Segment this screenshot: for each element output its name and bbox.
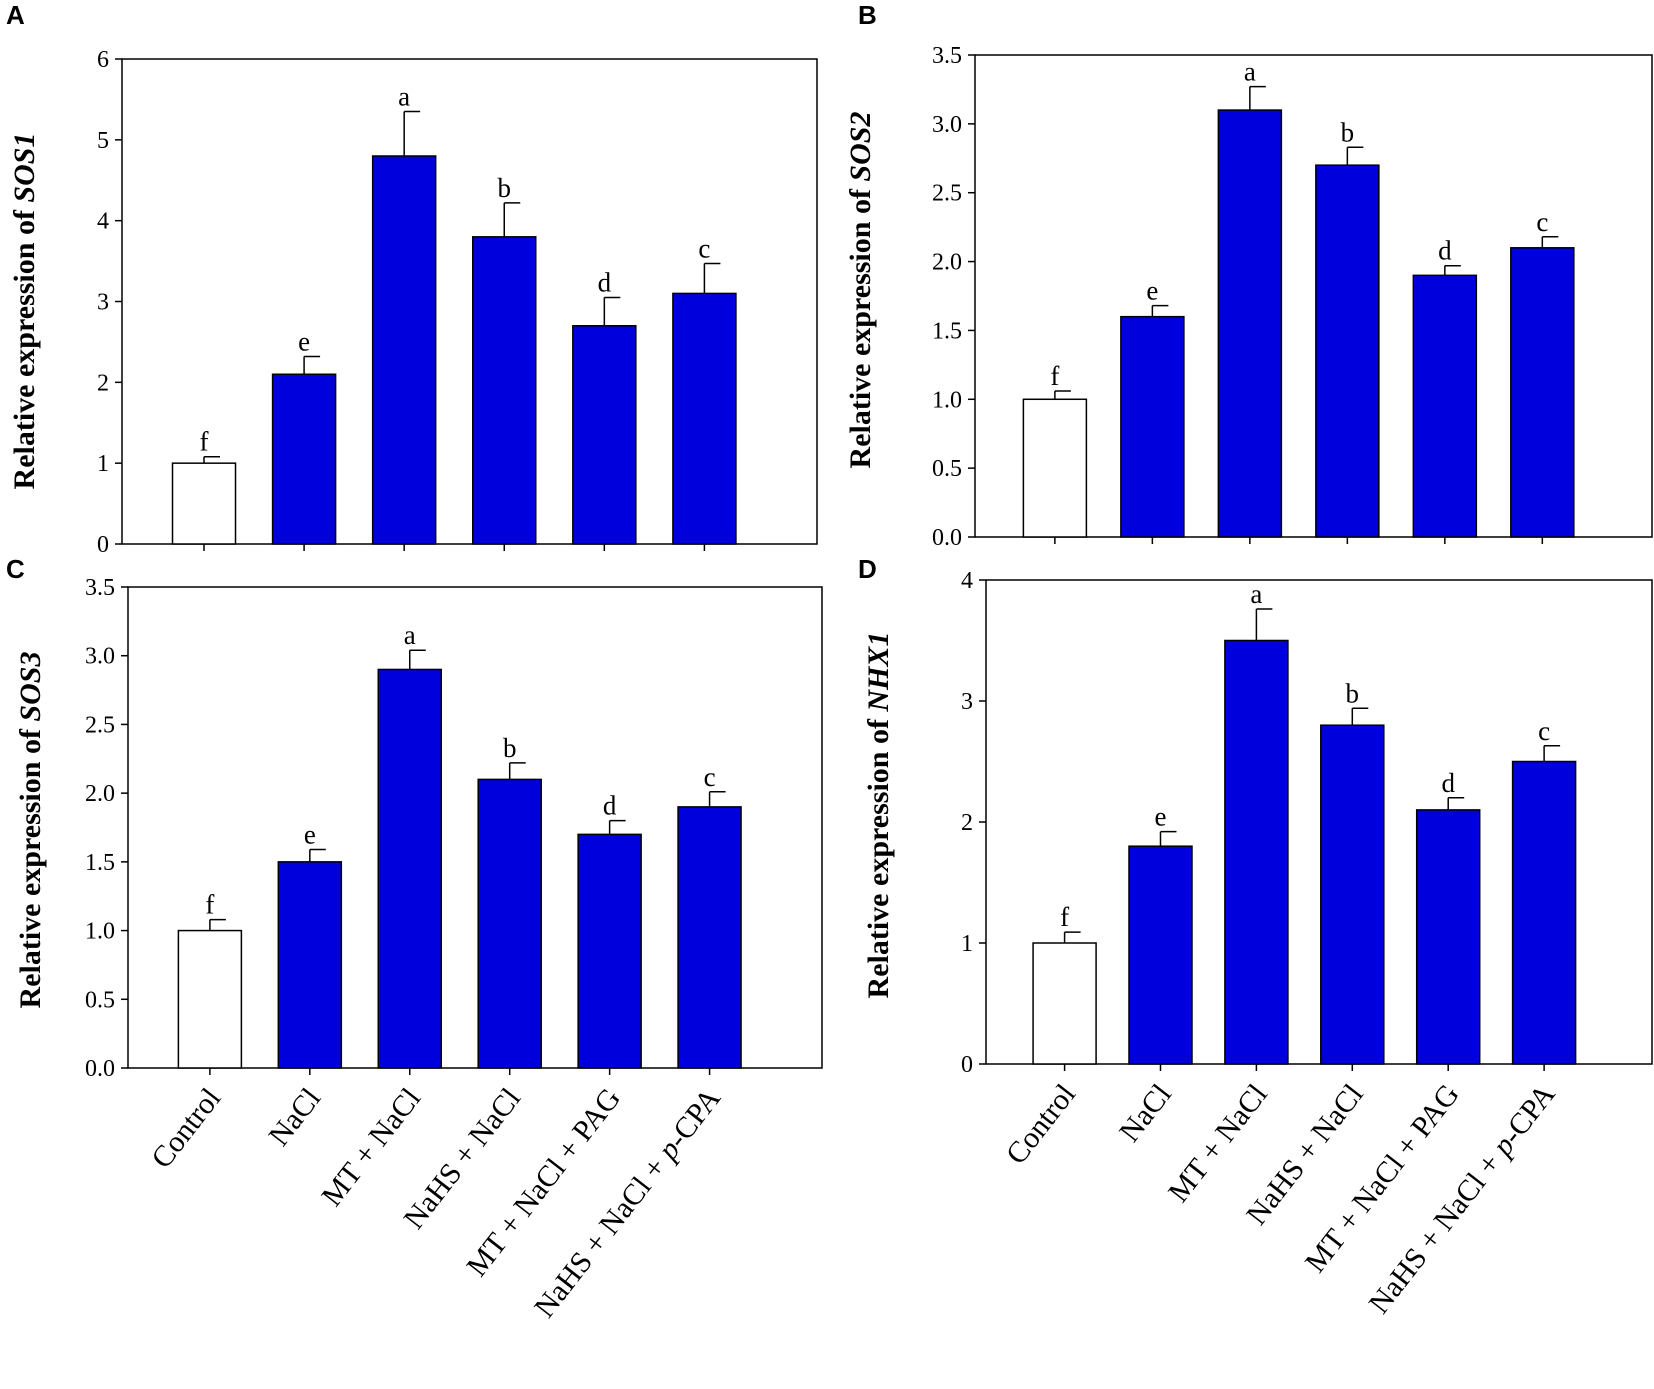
significance-letter-c-0: f: [205, 890, 214, 920]
bar-a-1: [271, 373, 337, 545]
panel-d: D Relative expression of NHX1 0 1 2 3 4 f Cont…: [858, 554, 1653, 1320]
panel-c: C Relative expression of SOS3 0.0 0.5 1.0 1…: [6, 554, 823, 1324]
category-label-d-0: Control: [1000, 1078, 1082, 1171]
significance-letter-c-4: d: [603, 791, 617, 821]
y-tick-label-b: 2.5: [932, 181, 962, 207]
category-label-d-5: NaHS + NaCl + p-CPA: [1363, 1078, 1562, 1320]
y-tick-label-a: 4: [97, 209, 109, 235]
y-tick-label-c: 1.0: [85, 919, 115, 945]
significance-letter-d-1: e: [1154, 802, 1166, 832]
y-tick-label-a: 2: [97, 370, 109, 396]
y-axis-title-d: Relative expression of NHX1: [862, 632, 895, 999]
bar-a-4: [572, 325, 637, 545]
y-tick-label-b: 2.0: [932, 250, 962, 276]
y-tick-label-b: 1.0: [932, 387, 962, 413]
significance-letter-d-3: b: [1346, 678, 1360, 708]
category-label-c-2: MT + NaCl: [315, 1082, 427, 1212]
bar-d-1: [1128, 845, 1193, 1065]
y-tick-label-a: 5: [97, 128, 109, 154]
bar-d-4: [1415, 809, 1481, 1065]
y-tick-label-c: 0.5: [85, 987, 115, 1013]
bar-d-0: [1032, 942, 1097, 1065]
significance-letter-b-1: e: [1146, 276, 1158, 306]
bar-b-4: [1412, 274, 1478, 538]
category-label-c-5: NaHS + NaCl + p-CPA: [528, 1082, 727, 1324]
y-tick-label-b: 1.5: [932, 318, 962, 344]
bar-a-3: [472, 236, 537, 545]
y-tick-label-c: 3.5: [85, 575, 115, 601]
y-tick-label-c: 3.0: [85, 644, 115, 670]
y-tick-label-b: 0.5: [932, 456, 962, 482]
y-tick-label-a: 1: [97, 451, 109, 477]
y-tick-label-a: 0: [97, 532, 109, 558]
bar-b-1: [1120, 315, 1185, 538]
y-axis-title-a: Relative expression of SOS1: [8, 133, 41, 490]
bar-c-4: [577, 833, 642, 1069]
y-tick-label-d: 2: [961, 810, 973, 836]
bar-a-0: [171, 462, 237, 545]
y-tick-label-b: 0.0: [932, 525, 962, 551]
significance-letter-a-1: e: [298, 326, 310, 356]
significance-letter-a-4: d: [598, 267, 612, 297]
bar-c-2: [377, 668, 443, 1069]
significance-letter-c-3: b: [503, 733, 517, 763]
bar-c-0: [177, 929, 243, 1069]
bar-b-2: [1217, 109, 1283, 538]
bar-b-3: [1315, 164, 1380, 538]
bar-c-1: [277, 861, 343, 1069]
y-tick-label-d: 3: [961, 689, 973, 715]
y-tick-label-a: 3: [97, 290, 109, 316]
significance-letter-d-4: d: [1441, 768, 1455, 798]
significance-letter-a-0: f: [200, 427, 209, 457]
y-tick-label-a: 6: [97, 47, 109, 73]
category-label-d-1: NaCl: [1113, 1078, 1178, 1148]
y-axis-title-b: Relative expression of SOS2: [844, 112, 877, 469]
significance-letter-c-2: a: [404, 620, 416, 650]
panel-letter-d: D: [858, 554, 877, 584]
significance-letter-b-5: c: [1536, 207, 1548, 237]
bar-d-5: [1511, 760, 1577, 1065]
y-axis-title-c: Relative expression of SOS3: [14, 652, 47, 1009]
bar-d-2: [1224, 639, 1289, 1065]
y-tick-label-b: 3.0: [932, 112, 962, 138]
significance-letter-a-2: a: [398, 82, 410, 112]
significance-letter-b-2: a: [1244, 57, 1256, 87]
significance-letter-b-3: b: [1341, 117, 1355, 147]
significance-letter-b-4: d: [1438, 236, 1452, 266]
significance-letter-a-5: c: [698, 234, 710, 264]
bar-c-3: [477, 778, 542, 1069]
plot-frame-b: [974, 54, 1653, 538]
bar-a-2: [371, 155, 437, 545]
panel-a: A Relative expression of SOS1 0 1 2 3 4 5 6 f e a…: [6, 0, 818, 558]
bar-b-5: [1510, 247, 1575, 538]
category-label-c-0: Control: [145, 1082, 227, 1175]
bar-a-5: [672, 292, 737, 545]
category-label-c-1: NaCl: [262, 1082, 327, 1152]
y-tick-label-d: 4: [961, 568, 973, 594]
y-tick-label-d: 1: [961, 931, 973, 957]
panel-letter-c: C: [6, 554, 25, 584]
significance-letter-d-0: f: [1060, 902, 1069, 932]
panel-b: B Relative expression of SOS2 0.0 0.5 1.0 1…: [844, 0, 1653, 551]
significance-letter-b-0: f: [1050, 361, 1059, 391]
y-tick-label-c: 2.0: [85, 781, 115, 807]
panel-letter-b: B: [858, 0, 877, 30]
significance-letter-d-5: c: [1538, 716, 1550, 746]
y-tick-label-b: 3.5: [932, 43, 962, 69]
bar-c-5: [677, 806, 742, 1069]
significance-letter-c-5: c: [704, 762, 716, 792]
significance-letter-d-2: a: [1250, 579, 1262, 609]
plot-frame-c: [127, 586, 823, 1069]
bar-d-3: [1320, 724, 1385, 1065]
y-tick-label-c: 1.5: [85, 850, 115, 876]
y-tick-label-d: 0: [961, 1052, 973, 1078]
y-tick-label-c: 0.0: [85, 1056, 115, 1082]
bar-b-0: [1022, 398, 1088, 538]
y-tick-label-c: 2.5: [85, 712, 115, 738]
panel-letter-a: A: [6, 0, 25, 30]
significance-letter-c-1: e: [304, 819, 316, 849]
significance-letter-a-3: b: [498, 173, 512, 203]
